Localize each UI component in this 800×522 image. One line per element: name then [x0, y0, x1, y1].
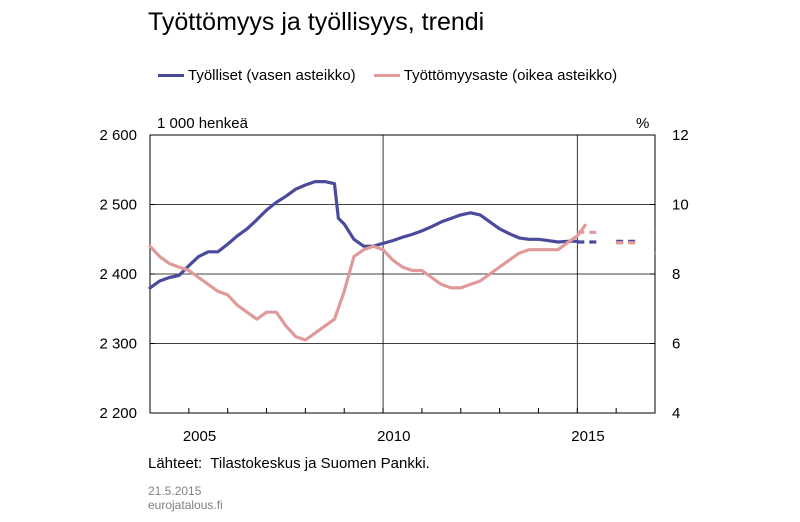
- y-right-tick-label: 4: [672, 405, 680, 422]
- series-lines: [148, 180, 636, 342]
- y-right-tick-label: 10: [672, 197, 689, 214]
- tick-labels: 2 600 2 500 2 400 2 300 2 200 12 10 8 6 4 2005 2010…: [99, 127, 688, 445]
- tick-marks: [150, 134, 656, 414]
- legend-item-unemployment: Työttömyysaste (oikea asteikko): [373, 67, 618, 84]
- y-left-tick-label: 2 200: [99, 405, 137, 422]
- legend-label-unemployment: Työttömyysaste (oikea asteikko): [403, 67, 618, 84]
- publication-date: 21.5.2015: [148, 484, 202, 498]
- y-right-tick-label: 6: [672, 336, 680, 353]
- series-line-unemployment: [148, 223, 587, 342]
- x-tick-label: 2005: [183, 428, 216, 445]
- legend-swatch-employed: [158, 74, 184, 77]
- series-line-employed: [148, 180, 579, 290]
- source-note: Lähteet: Tilastokeskus ja Suomen Pankki.: [148, 455, 430, 472]
- right-axis-unit: %: [636, 115, 650, 132]
- y-right-tick-label: 8: [672, 266, 680, 283]
- y-left-tick-label: 2 600: [99, 127, 137, 144]
- y-left-tick-label: 2 400: [99, 266, 137, 283]
- grid: [150, 135, 655, 413]
- chart-title: Työttömyys ja työllisyys, trendi: [148, 8, 485, 36]
- left-axis-unit: 1 000 henkeä: [157, 115, 248, 132]
- y-left-tick-label: 2 500: [99, 197, 137, 214]
- x-tick-label: 2010: [377, 428, 410, 445]
- y-left-tick-label: 2 300: [99, 336, 137, 353]
- y-right-tick-label: 12: [672, 127, 689, 144]
- legend-label-employed: Työlliset (vasen asteikko): [188, 67, 356, 84]
- x-tick-label: 2015: [571, 428, 604, 445]
- legend-swatch-unemployment: [373, 74, 400, 77]
- site-name: eurojatalous.fi: [148, 498, 223, 512]
- legend: Työlliset (vasen asteikko) Työttömyysast…: [158, 64, 631, 84]
- legend-item-employed: Työlliset (vasen asteikko): [158, 67, 356, 84]
